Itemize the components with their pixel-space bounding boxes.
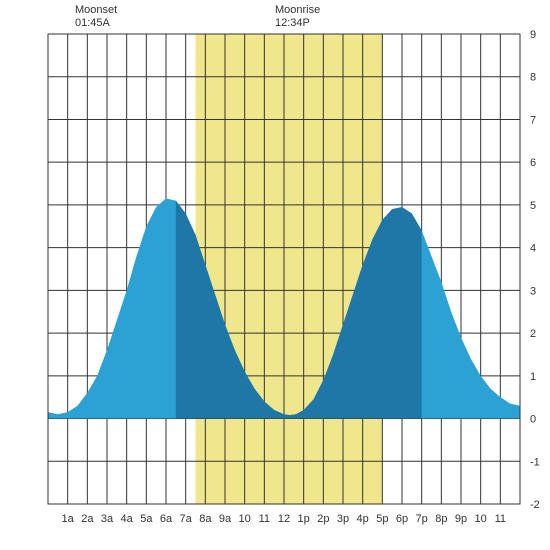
- x-tick-label: 6a: [160, 513, 173, 525]
- chart-svg: 1a2a3a4a5a6a7a8a9a1011121p2p3p4p5p6p7p8p…: [0, 0, 550, 550]
- y-tick-label: 7: [530, 114, 536, 126]
- x-tick-label: 9p: [455, 513, 467, 525]
- x-tick-label: 1a: [62, 513, 75, 525]
- x-tick-label: 10: [475, 513, 487, 525]
- x-tick-label: 12: [278, 513, 290, 525]
- y-tick-label: 9: [530, 29, 536, 41]
- x-tick-label: 10: [239, 513, 251, 525]
- annotation-label: Moonrise: [275, 4, 320, 17]
- moonrise-annotation: Moonrise12:34P: [275, 4, 320, 30]
- x-tick-label: 11: [495, 513, 506, 525]
- annotation-time: 01:45A: [75, 17, 117, 30]
- x-tick-label: 9a: [219, 513, 232, 525]
- x-tick-label: 6p: [396, 513, 408, 525]
- x-tick-label: 2a: [81, 513, 94, 525]
- y-tick-label: 0: [530, 414, 536, 426]
- x-tick-label: 3p: [337, 513, 349, 525]
- y-tick-label: 8: [530, 72, 536, 84]
- x-tick-label: 8p: [435, 513, 447, 525]
- y-tick-label: 4: [530, 243, 536, 255]
- moonset-annotation: Moonset01:45A: [75, 4, 117, 30]
- x-tick-label: 7p: [416, 513, 428, 525]
- x-tick-label: 5a: [140, 513, 153, 525]
- y-tick-label: 3: [530, 285, 536, 297]
- x-tick-label: 3a: [101, 513, 114, 525]
- x-tick-label: 7a: [180, 513, 193, 525]
- y-tick-label: 5: [530, 200, 536, 212]
- y-tick-label: 2: [530, 328, 536, 340]
- x-tick-label: 5p: [376, 513, 388, 525]
- x-tick-label: 1p: [298, 513, 310, 525]
- x-tick-label: 2p: [317, 513, 329, 525]
- y-tick-label: -2: [530, 499, 540, 511]
- y-tick-label: 1: [530, 371, 536, 383]
- x-tick-label: 4p: [357, 513, 369, 525]
- tide-chart: 1a2a3a4a5a6a7a8a9a1011121p2p3p4p5p6p7p8p…: [0, 0, 550, 550]
- x-tick-label: 8a: [199, 513, 212, 525]
- x-tick-label: 4a: [121, 513, 134, 525]
- x-tick-label: 11: [259, 513, 270, 525]
- annotation-label: Moonset: [75, 4, 117, 17]
- y-tick-label: -1: [530, 456, 540, 468]
- annotation-time: 12:34P: [275, 17, 320, 30]
- y-tick-label: 6: [530, 157, 536, 169]
